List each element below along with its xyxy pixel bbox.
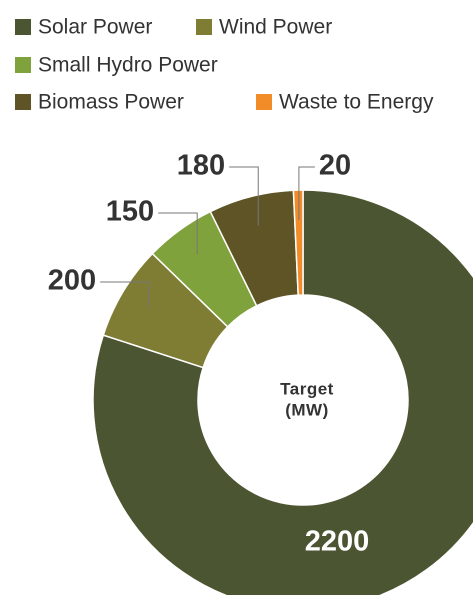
leader-line (158, 212, 198, 255)
data-label: 150 (106, 196, 154, 228)
center-label: Target (280, 379, 334, 398)
legend-label: Biomass Power (38, 91, 184, 114)
data-label: 180 (177, 150, 225, 182)
legend-swatch (196, 19, 212, 35)
slice (292, 189, 304, 296)
leader-line (100, 281, 150, 308)
leader-line (229, 166, 259, 226)
legend-swatch (15, 94, 31, 110)
legend-swatch (15, 19, 31, 35)
legend-swatch (256, 94, 272, 110)
data-label: 20 (319, 150, 351, 182)
legend-label: Solar Power (38, 16, 152, 39)
labels: 2200 200 150 180 20 (48, 150, 369, 558)
leader-line (298, 166, 315, 221)
data-label: 2200 (305, 526, 370, 558)
legend-swatch (15, 57, 31, 73)
slice (92, 189, 473, 595)
data-label: 200 (48, 265, 96, 297)
legend-label: Waste to Energy (279, 91, 434, 114)
legend-label: Wind Power (219, 16, 332, 39)
center-label: (MW) (285, 400, 329, 419)
legend-label: Small Hydro Power (38, 54, 218, 77)
